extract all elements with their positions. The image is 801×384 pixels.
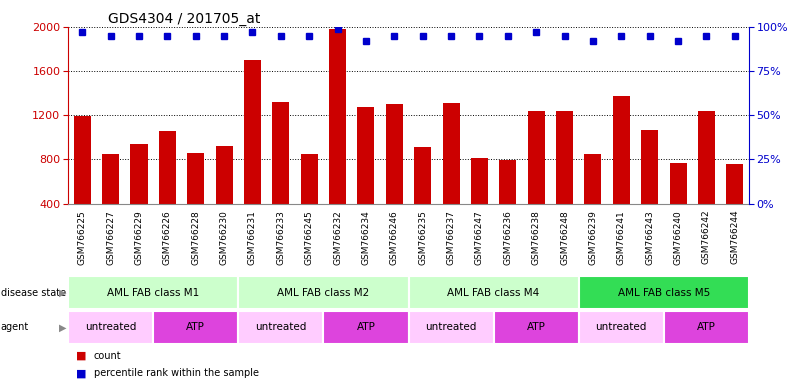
Bar: [471, 158, 488, 248]
Bar: [664, 311, 749, 344]
Text: AML FAB class M2: AML FAB class M2: [277, 288, 369, 298]
Bar: [556, 111, 573, 248]
Text: untreated: untreated: [85, 322, 136, 333]
Bar: [409, 276, 578, 309]
Bar: [698, 111, 714, 248]
Text: untreated: untreated: [425, 322, 477, 333]
Text: ■: ■: [76, 368, 87, 378]
Text: count: count: [94, 351, 121, 361]
Text: GDS4304 / 201705_at: GDS4304 / 201705_at: [108, 12, 260, 25]
Bar: [613, 96, 630, 248]
Bar: [585, 154, 602, 248]
Bar: [499, 161, 517, 248]
Bar: [103, 154, 119, 248]
Bar: [386, 104, 403, 248]
Text: ATP: ATP: [356, 322, 376, 333]
Text: AML FAB class M1: AML FAB class M1: [107, 288, 199, 298]
Bar: [357, 108, 374, 248]
Text: ATP: ATP: [527, 322, 545, 333]
Bar: [153, 311, 239, 344]
Bar: [239, 311, 324, 344]
Bar: [493, 311, 579, 344]
Text: ▶: ▶: [58, 288, 66, 298]
Text: percentile rank within the sample: percentile rank within the sample: [94, 368, 259, 378]
Bar: [159, 131, 176, 248]
Bar: [578, 311, 664, 344]
Bar: [300, 154, 318, 248]
Bar: [329, 29, 346, 248]
Text: agent: agent: [1, 322, 29, 333]
Bar: [244, 60, 261, 248]
Text: disease state: disease state: [1, 288, 66, 298]
Text: ▶: ▶: [58, 322, 66, 333]
Bar: [131, 144, 147, 248]
Text: AML FAB class M4: AML FAB class M4: [448, 288, 540, 298]
Bar: [215, 146, 232, 248]
Bar: [528, 111, 545, 248]
Bar: [74, 116, 91, 248]
Text: ■: ■: [76, 351, 87, 361]
Bar: [272, 102, 289, 248]
Text: untreated: untreated: [596, 322, 647, 333]
Bar: [187, 153, 204, 248]
Bar: [68, 276, 239, 309]
Bar: [324, 311, 409, 344]
Text: untreated: untreated: [256, 322, 307, 333]
Text: ATP: ATP: [187, 322, 205, 333]
Bar: [442, 103, 460, 248]
Bar: [578, 276, 749, 309]
Bar: [414, 147, 431, 248]
Bar: [727, 164, 743, 248]
Text: AML FAB class M5: AML FAB class M5: [618, 288, 710, 298]
Bar: [641, 129, 658, 248]
Bar: [239, 276, 409, 309]
Bar: [670, 163, 686, 248]
Bar: [409, 311, 493, 344]
Bar: [68, 311, 153, 344]
Text: ATP: ATP: [697, 322, 716, 333]
